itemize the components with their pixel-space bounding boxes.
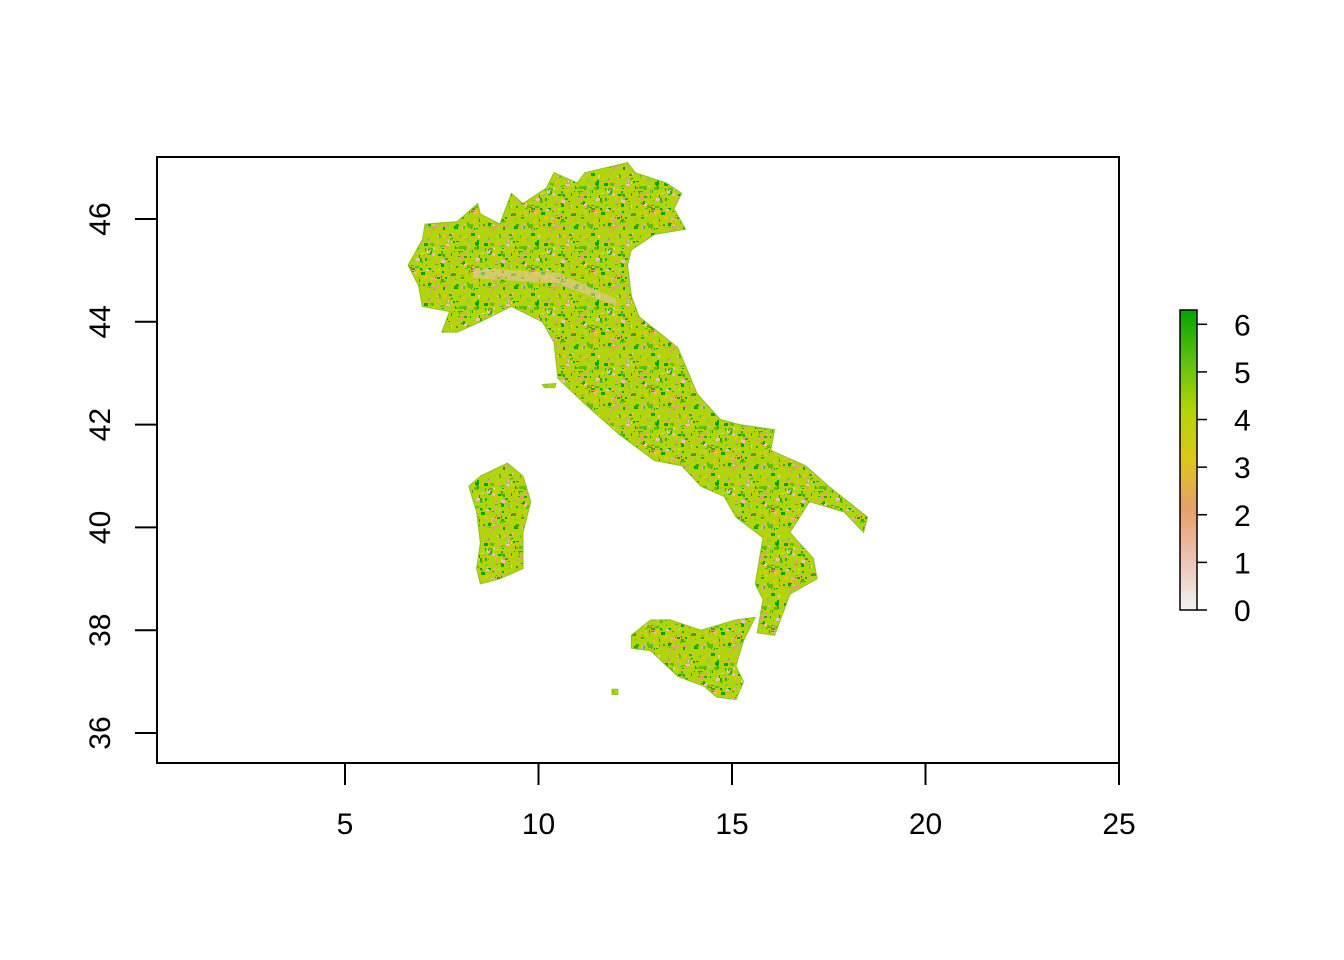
legend-tick-label: 1 <box>1234 547 1251 580</box>
legend-tick-label: 6 <box>1234 309 1251 342</box>
y-tick-label: 40 <box>84 511 117 544</box>
legend-tick-label: 2 <box>1234 500 1251 533</box>
y-tick-label: 44 <box>84 305 117 338</box>
legend-tick-label: 3 <box>1234 452 1251 485</box>
x-axis: 5 10 15 20 25 <box>337 762 1136 841</box>
low-value-plain-area <box>472 267 616 307</box>
y-tick-label: 36 <box>84 716 117 749</box>
region-sardinia <box>468 462 532 585</box>
legend-tick-label: 4 <box>1234 405 1251 438</box>
region-sicily <box>630 616 757 701</box>
legend-tick-label: 5 <box>1234 357 1251 390</box>
region-pantelleria <box>611 688 619 695</box>
y-tick-label: 46 <box>84 202 117 235</box>
x-tick-label: 15 <box>715 808 748 841</box>
x-tick-label: 20 <box>909 808 942 841</box>
y-tick-label: 42 <box>84 408 117 441</box>
x-tick-label: 5 <box>337 808 354 841</box>
color-legend: 0 1 2 3 4 5 6 <box>1179 309 1251 628</box>
y-axis: 36 38 40 42 44 46 <box>84 202 158 750</box>
region-elba <box>541 382 557 389</box>
land-raster-layer <box>407 161 869 701</box>
x-tick-label: 25 <box>1102 808 1135 841</box>
legend-tick-label: 0 <box>1234 595 1251 628</box>
y-tick-label: 38 <box>84 614 117 647</box>
x-tick-label: 10 <box>522 808 555 841</box>
plot-frame <box>156 156 1120 764</box>
legend-color-bar <box>1179 309 1198 611</box>
